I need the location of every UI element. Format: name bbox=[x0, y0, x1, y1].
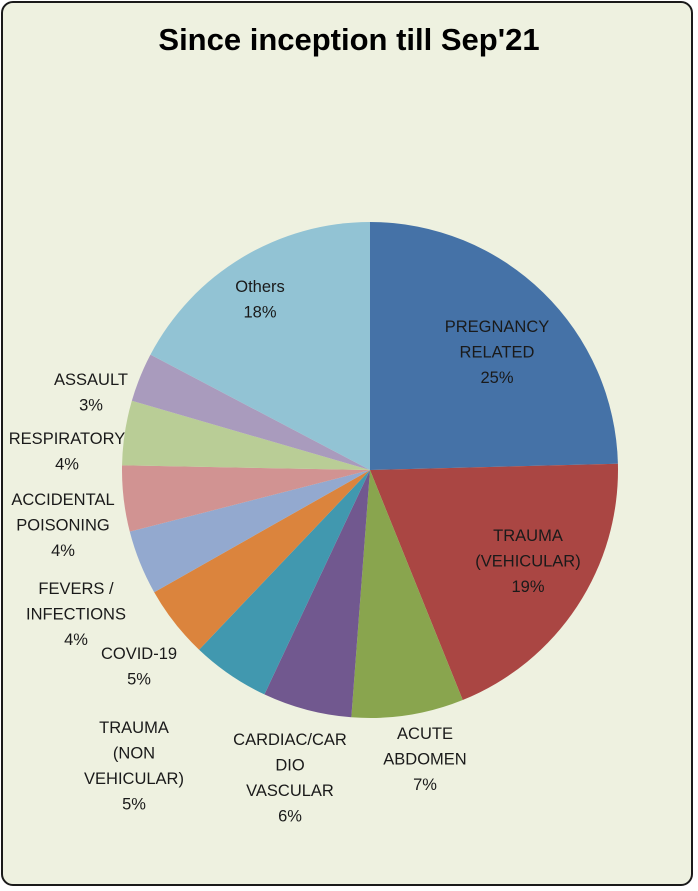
slice-label-others: Others 18% bbox=[235, 278, 285, 322]
pie-slice-covid-19 bbox=[154, 470, 370, 650]
pie-slice-assault bbox=[131, 354, 370, 470]
pie-slice-cardiac-cardio-vascular bbox=[264, 470, 370, 718]
pie-slice-respiratory bbox=[122, 400, 370, 470]
slice-label-fevers-infections: FEVERS / INFECTIONS 4% bbox=[26, 580, 126, 649]
pie-slice-acute-abdomen bbox=[351, 470, 463, 719]
slice-label-covid-19: COVID-19 5% bbox=[101, 645, 177, 689]
slice-label-assault: ASSAULT 3% bbox=[54, 371, 128, 415]
slice-label-trauma-vehicular: TRAUMA (VEHICULAR) 19% bbox=[475, 527, 580, 596]
slice-label-accidental-poisoning: ACCIDENTAL POISONING 4% bbox=[11, 491, 114, 560]
slice-label-pregnancy-related: PREGNANCY RELATED 25% bbox=[445, 318, 550, 387]
pie-slice-trauma-non-vehicular bbox=[199, 470, 370, 695]
pie-slice-pregnancy-related bbox=[370, 222, 618, 470]
pie-slice-others bbox=[150, 221, 370, 470]
chart-title: Since inception till Sep'21 bbox=[158, 22, 540, 57]
pie-slice-fevers-infections bbox=[129, 470, 370, 593]
slice-label-acute-abdomen: ACUTE ABDOMEN 7% bbox=[383, 725, 466, 794]
pie-slice-accidental-poisoning bbox=[121, 465, 370, 532]
slice-label-respiratory: RESPIRATORY 4% bbox=[9, 430, 125, 474]
slice-label-trauma-non-vehicular: TRAUMA (NON VEHICULAR) 5% bbox=[84, 719, 184, 814]
slice-label-cardiac-cardio-vascular: CARDIAC/CAR DIO VASCULAR 6% bbox=[233, 731, 347, 826]
pie-slice-trauma-vehicular bbox=[370, 463, 618, 701]
